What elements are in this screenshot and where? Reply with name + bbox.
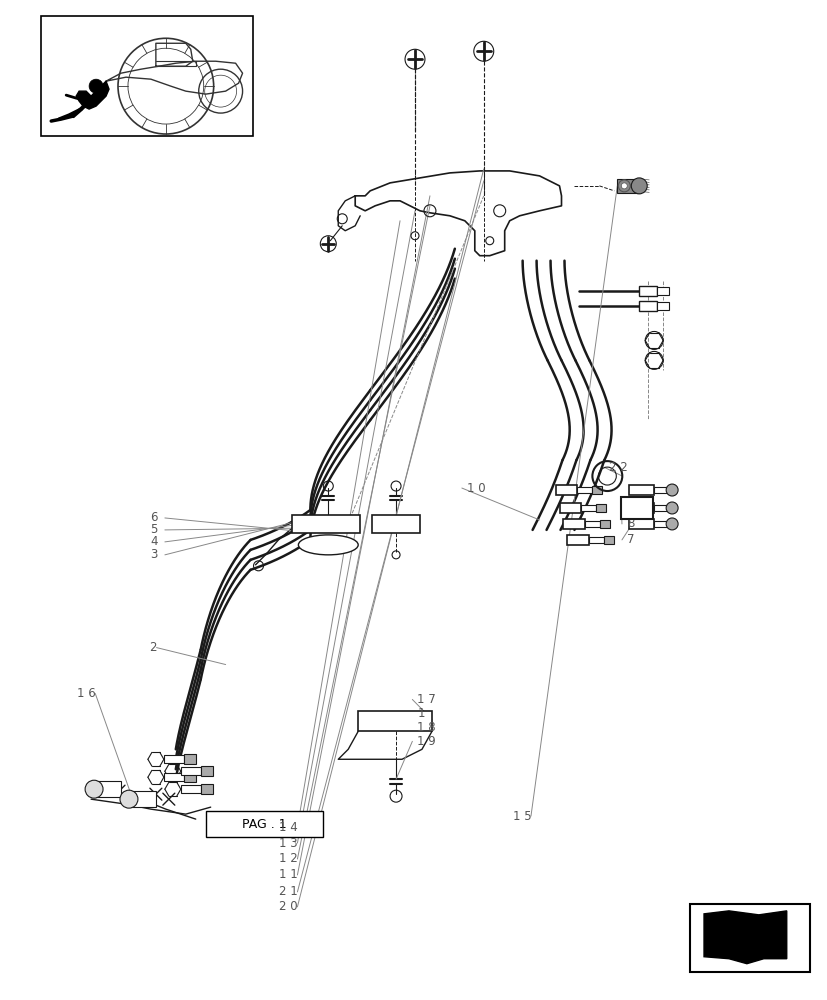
Text: 1 8: 1 8 (417, 721, 436, 734)
Bar (629, 519, 653, 529)
Circle shape (85, 780, 103, 798)
Bar (653, 487, 672, 493)
Bar (604, 536, 614, 544)
Bar (164, 773, 184, 781)
Text: 2 1: 2 1 (280, 885, 298, 898)
Text: 1 0: 1 0 (466, 482, 485, 495)
Bar (657, 287, 668, 295)
Text: 2 0: 2 0 (280, 900, 298, 913)
Text: 4: 4 (150, 535, 157, 548)
Text: 2 2: 2 2 (608, 461, 627, 474)
Text: 1 3: 1 3 (280, 837, 298, 850)
Circle shape (89, 79, 103, 93)
Bar (559, 503, 581, 513)
Text: 1 1: 1 1 (280, 868, 298, 881)
Polygon shape (703, 911, 786, 964)
Text: 1 9: 1 9 (417, 735, 436, 748)
Circle shape (120, 790, 138, 808)
Bar (358, 711, 432, 731)
Circle shape (620, 183, 627, 189)
Bar (371, 515, 419, 533)
Text: 2: 2 (149, 641, 156, 654)
Bar (131, 791, 155, 807)
Bar (581, 505, 595, 511)
Bar (180, 785, 200, 793)
Bar (620, 497, 653, 519)
Text: 7: 7 (626, 533, 633, 546)
Circle shape (666, 484, 677, 496)
Bar (591, 486, 601, 494)
Bar (555, 485, 576, 495)
Bar (617, 179, 638, 193)
Text: 6: 6 (150, 511, 157, 524)
Text: 8: 8 (626, 517, 633, 530)
Bar (566, 535, 589, 545)
Ellipse shape (298, 535, 358, 555)
Circle shape (630, 178, 647, 194)
Bar (292, 515, 360, 533)
Bar (96, 781, 121, 797)
Text: 9: 9 (633, 503, 640, 513)
Circle shape (618, 180, 629, 192)
Bar (629, 485, 653, 495)
Bar (653, 521, 672, 527)
Bar (200, 766, 213, 776)
Circle shape (666, 502, 677, 514)
Bar (180, 767, 200, 775)
Bar (595, 504, 605, 512)
Text: 1 5: 1 5 (513, 810, 531, 823)
Bar (576, 487, 591, 493)
Bar (41, 16, 252, 136)
Bar (184, 754, 195, 764)
Circle shape (666, 518, 677, 530)
Text: 1 2: 1 2 (280, 852, 298, 865)
Bar (164, 755, 184, 763)
Bar (629, 503, 653, 513)
Bar (638, 301, 657, 311)
Text: 1 4: 1 4 (280, 821, 298, 834)
Text: 1 6: 1 6 (77, 687, 96, 700)
Polygon shape (76, 81, 109, 109)
Text: 1: 1 (417, 707, 424, 720)
Bar (200, 784, 213, 794)
Bar (585, 521, 600, 527)
Text: 3: 3 (150, 548, 157, 561)
Text: 1 6: 1 6 (626, 501, 645, 514)
Bar (184, 772, 195, 782)
Bar (563, 519, 585, 529)
Bar (600, 520, 609, 528)
Bar (638, 286, 657, 296)
Bar (657, 302, 668, 310)
Text: 5: 5 (150, 523, 157, 536)
Bar (689, 904, 809, 972)
Text: PAG . 1: PAG . 1 (242, 818, 286, 831)
Bar (205, 811, 323, 837)
Text: 1 7: 1 7 (417, 693, 436, 706)
Bar (653, 505, 672, 511)
Bar (589, 537, 604, 543)
